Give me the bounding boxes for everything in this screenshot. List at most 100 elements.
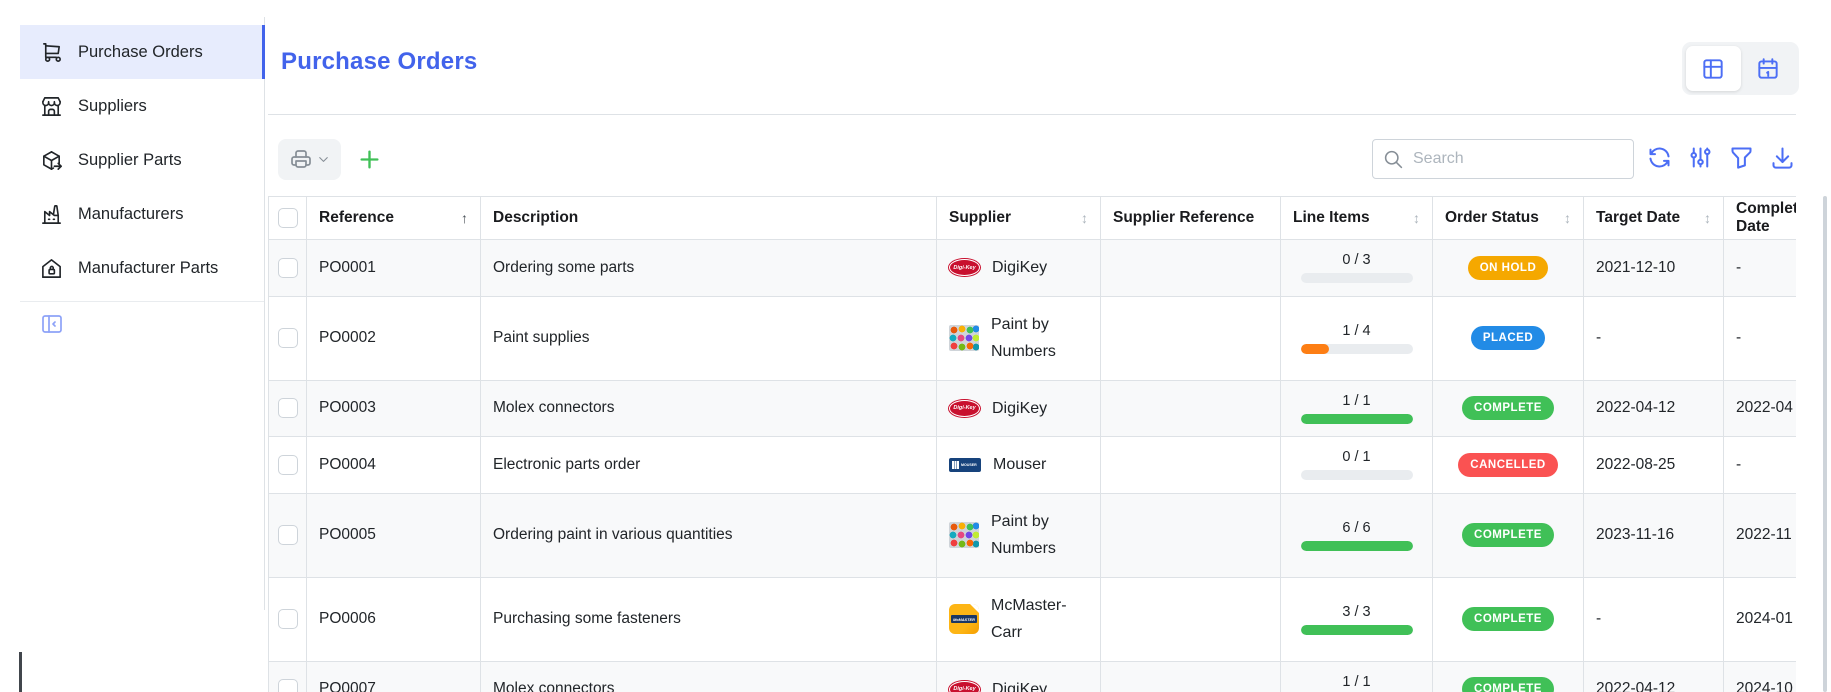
print-actions-button[interactable] xyxy=(278,139,341,180)
filter-button[interactable] xyxy=(1728,144,1755,171)
cell-reference: PO0003 xyxy=(306,379,481,437)
sidebar-item-manufacturer-parts[interactable]: Manufacturer Parts xyxy=(20,241,264,295)
status-badge: COMPLETE xyxy=(1462,396,1554,421)
status-badge: CANCELLED xyxy=(1458,452,1558,477)
sidebar-item-manufacturers[interactable]: Manufacturers xyxy=(20,187,264,241)
search-box xyxy=(1372,139,1634,179)
table-body: PO0001 Ordering some parts DigiKey 0 / 3… xyxy=(268,239,1796,692)
supplier-name: Mouser xyxy=(993,456,1047,473)
sidebar-item-purchase-orders[interactable]: Purchase Orders xyxy=(20,25,265,79)
status-badge: COMPLETE xyxy=(1462,677,1554,692)
table-view-button[interactable] xyxy=(1686,46,1741,91)
purchase-orders-table: Reference Description Supplier Supplier … xyxy=(268,196,1796,692)
progress-bar xyxy=(1300,413,1413,424)
table-row[interactable]: PO0006 Purchasing some fasteners McMaste… xyxy=(268,576,1796,662)
vertical-scrollbar[interactable] xyxy=(1823,196,1827,692)
cell-supplier: DigiKey xyxy=(936,379,1101,437)
column-header-supplier[interactable]: Supplier xyxy=(936,196,1101,240)
refresh-icon xyxy=(1649,147,1670,168)
row-checkbox[interactable] xyxy=(277,525,298,545)
supplier-name: DigiKey xyxy=(992,259,1048,276)
cell-target-date: 2021-12-10 xyxy=(1583,239,1724,297)
cell-completion-date: - xyxy=(1723,295,1796,381)
adjustments-icon xyxy=(1690,147,1711,168)
progress-fill xyxy=(1300,624,1413,635)
download-icon xyxy=(1772,147,1793,169)
column-header-line-items[interactable]: Line Items xyxy=(1280,196,1433,240)
line-items-count: 0 / 1 xyxy=(1342,449,1371,466)
warehouse-lock-icon xyxy=(42,258,61,278)
sidebar-item-supplier-parts[interactable]: Supplier Parts xyxy=(20,133,264,187)
cell-description: Paint supplies xyxy=(480,295,937,381)
line-items-count: 1 / 4 xyxy=(1342,322,1371,339)
row-checkbox[interactable] xyxy=(277,454,298,475)
supplier-logo xyxy=(949,604,979,634)
calendar-view-button[interactable] xyxy=(1741,46,1796,91)
shopping-cart-icon xyxy=(43,42,61,62)
cell-target-date: 2022-04-12 xyxy=(1583,660,1724,692)
column-header-reference[interactable]: Reference xyxy=(306,196,481,240)
table-row[interactable]: PO0002 Paint supplies Paint by Numbers 1… xyxy=(268,295,1796,381)
column-header-order-status[interactable]: Order Status xyxy=(1432,196,1584,240)
download-button[interactable] xyxy=(1769,144,1796,171)
add-purchase-order-button[interactable] xyxy=(356,146,383,173)
table-row[interactable]: PO0003 Molex connectors DigiKey 1 / 1 CO… xyxy=(268,379,1796,437)
supplier-name: DigiKey xyxy=(992,680,1048,692)
cell-line-items: 1 / 4 xyxy=(1280,295,1433,381)
cell-target-date: 2023-11-16 xyxy=(1583,492,1724,578)
row-checkbox[interactable] xyxy=(277,257,298,278)
column-header-completion-date[interactable]: Completion Date xyxy=(1723,196,1796,240)
column-settings-button[interactable] xyxy=(1687,144,1714,171)
cell-description: Molex connectors xyxy=(480,379,937,437)
chevron-down-icon xyxy=(318,157,328,162)
cell-completion-date: - xyxy=(1723,239,1796,297)
row-checkbox-cell xyxy=(268,492,307,578)
sort-icon xyxy=(1407,210,1420,226)
status-badge: COMPLETE xyxy=(1462,523,1554,547)
table-row[interactable]: PO0001 Ordering some parts DigiKey 0 / 3… xyxy=(268,239,1796,297)
cell-completion-date: - xyxy=(1723,436,1796,494)
search-input[interactable] xyxy=(1413,150,1623,168)
cell-line-items: 6 / 6 xyxy=(1280,492,1433,578)
supplier-logo xyxy=(949,399,980,417)
cell-completion-date: 2022-11 xyxy=(1723,492,1796,578)
refresh-button[interactable] xyxy=(1646,144,1673,171)
cell-order-status: COMPLETE xyxy=(1432,492,1584,578)
progress-fill xyxy=(1300,413,1413,424)
factory-icon xyxy=(42,204,61,224)
cell-completion-date: 2024-10 xyxy=(1723,660,1796,692)
table-row[interactable]: PO0005 Ordering paint in various quantit… xyxy=(268,492,1796,578)
table-row[interactable]: PO0007 Molex connectors DigiKey 1 / 1 CO… xyxy=(268,660,1796,692)
sidebar-collapse-button[interactable] xyxy=(40,312,64,339)
cell-reference: PO0007 xyxy=(306,660,481,692)
table-row[interactable]: PO0004 Electronic parts order Mouser 0 /… xyxy=(268,436,1796,494)
cell-order-status: CANCELLED xyxy=(1432,436,1584,494)
cell-supplier-reference xyxy=(1100,436,1281,494)
cell-target-date: 2022-04-12 xyxy=(1583,379,1724,437)
cell-supplier-reference xyxy=(1100,295,1281,381)
search-icon xyxy=(1384,150,1403,168)
sort-ascending-icon xyxy=(455,210,468,226)
cell-supplier: Mouser xyxy=(936,436,1101,494)
line-items-count: 3 / 3 xyxy=(1342,603,1371,620)
column-header-supplier-reference: Supplier Reference xyxy=(1100,196,1281,240)
row-checkbox[interactable] xyxy=(277,609,298,629)
row-checkbox-cell xyxy=(268,379,307,437)
row-checkbox[interactable] xyxy=(277,328,298,348)
sort-icon xyxy=(1698,210,1711,226)
sort-icon xyxy=(1558,210,1571,226)
row-checkbox[interactable] xyxy=(277,679,298,692)
cell-supplier-reference xyxy=(1100,660,1281,692)
row-checkbox-cell xyxy=(268,295,307,381)
line-items-count: 6 / 6 xyxy=(1342,519,1371,536)
select-all-checkbox[interactable] xyxy=(277,208,298,228)
sidebar-item-suppliers[interactable]: Suppliers xyxy=(20,79,264,133)
plus-icon xyxy=(360,150,379,169)
cell-reference: PO0001 xyxy=(306,239,481,297)
row-checkbox[interactable] xyxy=(277,398,298,419)
cell-order-status: COMPLETE xyxy=(1432,576,1584,662)
supplier-name: Paint by Numbers xyxy=(991,315,1056,361)
column-header-target-date[interactable]: Target Date xyxy=(1583,196,1724,240)
status-badge: COMPLETE xyxy=(1462,607,1554,631)
progress-fill xyxy=(1300,343,1329,354)
